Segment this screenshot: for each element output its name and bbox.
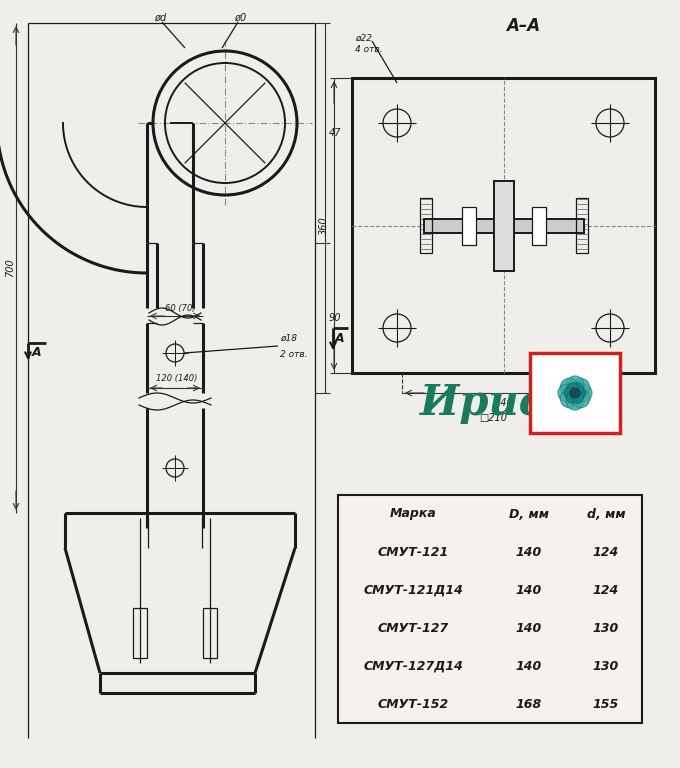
Text: СМУТ-127Д14: СМУТ-127Д14 xyxy=(363,660,463,673)
Circle shape xyxy=(566,376,584,394)
Text: 360: 360 xyxy=(319,216,329,235)
Text: СМУТ-127: СМУТ-127 xyxy=(377,621,449,634)
Text: 140: 140 xyxy=(516,545,542,558)
Circle shape xyxy=(566,392,579,403)
Text: 140: 140 xyxy=(516,621,542,634)
Circle shape xyxy=(571,382,583,395)
Bar xyxy=(575,198,588,253)
Text: D, мм: D, мм xyxy=(509,508,549,521)
Circle shape xyxy=(566,382,579,395)
Text: 140: 140 xyxy=(516,660,542,673)
Text: Марка: Марка xyxy=(390,508,437,521)
Text: 130: 130 xyxy=(593,660,619,673)
Circle shape xyxy=(558,384,576,402)
Text: 700: 700 xyxy=(5,259,15,277)
Circle shape xyxy=(570,388,580,398)
Text: 124: 124 xyxy=(593,545,619,558)
Text: А–А: А–А xyxy=(507,17,541,35)
Text: ø18: ø18 xyxy=(280,334,297,343)
Circle shape xyxy=(572,389,590,408)
Text: А: А xyxy=(32,346,41,359)
Circle shape xyxy=(574,384,592,402)
Circle shape xyxy=(560,389,579,408)
Text: 140: 140 xyxy=(494,398,513,408)
Text: 2 отв.: 2 отв. xyxy=(280,350,307,359)
Text: 168: 168 xyxy=(516,697,542,710)
Text: 47: 47 xyxy=(329,128,341,138)
Circle shape xyxy=(560,379,579,396)
Text: 120 (140): 120 (140) xyxy=(156,374,198,383)
Circle shape xyxy=(574,387,586,399)
Text: 155: 155 xyxy=(593,697,619,710)
Text: СМУТ-152: СМУТ-152 xyxy=(377,697,449,710)
Bar xyxy=(420,198,432,253)
Text: 4 отв.: 4 отв. xyxy=(355,45,382,55)
Text: СМУТ-121Д14: СМУТ-121Д14 xyxy=(363,584,463,597)
Text: 90: 90 xyxy=(329,313,341,323)
Text: А: А xyxy=(335,332,345,345)
Bar xyxy=(532,207,545,244)
Bar xyxy=(494,180,513,270)
Bar xyxy=(530,353,620,433)
Text: 140: 140 xyxy=(516,584,542,597)
Circle shape xyxy=(571,392,583,403)
Text: 124: 124 xyxy=(593,584,619,597)
Text: ø0: ø0 xyxy=(234,13,246,23)
Bar xyxy=(462,207,475,244)
Circle shape xyxy=(564,387,576,399)
Bar xyxy=(424,219,583,233)
Bar xyxy=(133,608,147,658)
Circle shape xyxy=(566,392,584,410)
Text: d, мм: d, мм xyxy=(587,508,626,521)
Bar xyxy=(352,78,655,373)
Text: Ирис: Ирис xyxy=(420,382,544,424)
Text: ø22: ø22 xyxy=(355,34,372,42)
Text: □210: □210 xyxy=(479,413,507,423)
Bar xyxy=(338,495,642,723)
Circle shape xyxy=(572,379,590,396)
Text: ød: ød xyxy=(154,13,166,23)
Bar xyxy=(203,608,217,658)
Text: 130: 130 xyxy=(593,621,619,634)
Text: 60 (70): 60 (70) xyxy=(165,304,195,313)
Text: СМУТ-121: СМУТ-121 xyxy=(377,545,449,558)
